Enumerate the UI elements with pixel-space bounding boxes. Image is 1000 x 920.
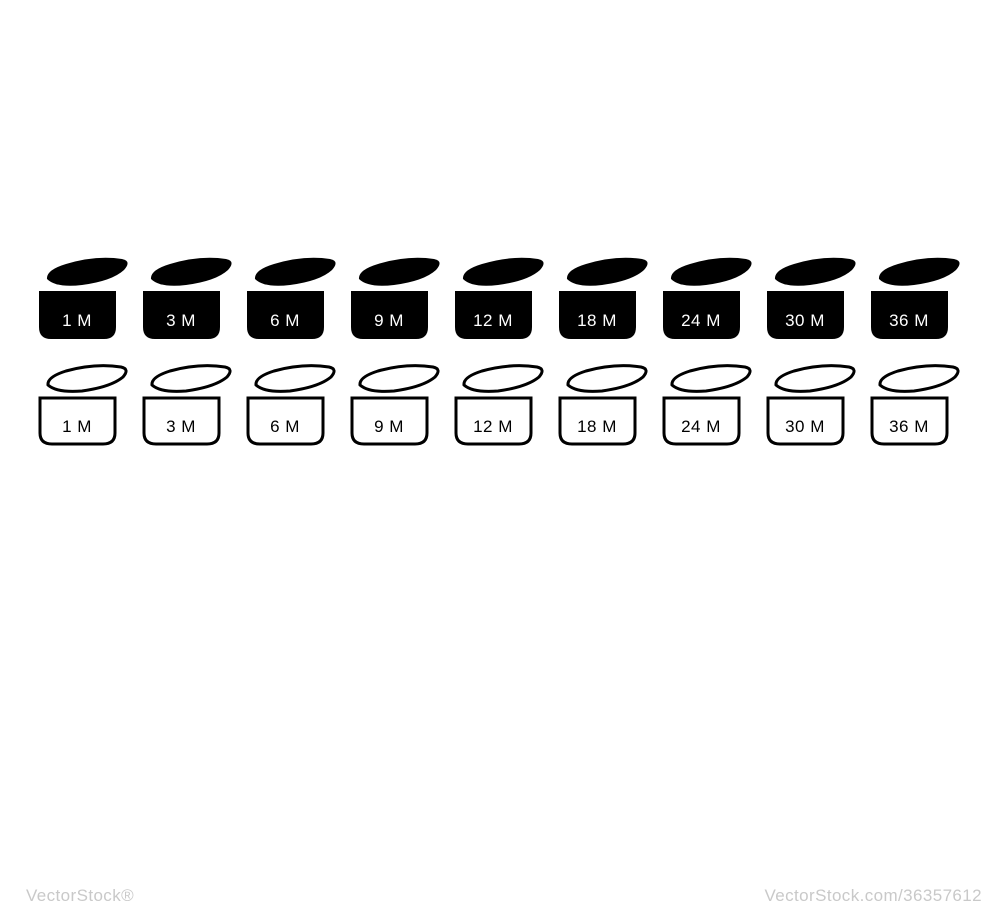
- jar-outline-icon: [558, 361, 650, 451]
- jar-outline-icon: [766, 361, 858, 451]
- pao-icon: 12 M: [454, 255, 546, 345]
- pao-label: 9 M: [350, 417, 428, 437]
- pao-icon: 36 M: [870, 255, 962, 345]
- jar-filled-icon: [38, 255, 130, 345]
- pao-label: 3 M: [142, 311, 220, 331]
- pao-icon: 3 M: [142, 361, 234, 451]
- canvas: 1 M 3 M 6 M 9: [0, 0, 1000, 920]
- jar-filled-icon: [558, 255, 650, 345]
- pao-icon: 12 M: [454, 361, 546, 451]
- pao-icon: 1 M: [38, 255, 130, 345]
- pao-label: 30 M: [766, 311, 844, 331]
- jar-filled-icon: [454, 255, 546, 345]
- pao-label: 24 M: [662, 311, 740, 331]
- jar-outline-icon: [38, 361, 130, 451]
- pao-icon: 6 M: [246, 361, 338, 451]
- pao-icon: 24 M: [662, 255, 754, 345]
- pao-row-outline: 1 M 3 M 6 M 9: [38, 361, 962, 451]
- watermark-brand: VectorStock®: [26, 886, 134, 906]
- pao-label: 1 M: [38, 311, 116, 331]
- watermark-id: VectorStock.com/36357612: [764, 886, 982, 906]
- pao-label: 36 M: [870, 417, 948, 437]
- pao-label: 6 M: [246, 311, 324, 331]
- jar-filled-icon: [350, 255, 442, 345]
- pao-label: 9 M: [350, 311, 428, 331]
- jar-outline-icon: [142, 361, 234, 451]
- jar-filled-icon: [142, 255, 234, 345]
- pao-label: 36 M: [870, 311, 948, 331]
- jar-outline-icon: [870, 361, 962, 451]
- jar-filled-icon: [246, 255, 338, 345]
- pao-icon: 30 M: [766, 255, 858, 345]
- pao-label: 30 M: [766, 417, 844, 437]
- pao-icon: 18 M: [558, 255, 650, 345]
- jar-filled-icon: [870, 255, 962, 345]
- pao-icon: 9 M: [350, 361, 442, 451]
- pao-row-filled: 1 M 3 M 6 M 9: [38, 255, 962, 345]
- pao-icon-grid: 1 M 3 M 6 M 9: [38, 255, 962, 467]
- pao-label: 12 M: [454, 417, 532, 437]
- pao-icon: 36 M: [870, 361, 962, 451]
- pao-icon: 9 M: [350, 255, 442, 345]
- pao-label: 6 M: [246, 417, 324, 437]
- pao-icon: 30 M: [766, 361, 858, 451]
- pao-label: 18 M: [558, 311, 636, 331]
- pao-icon: 24 M: [662, 361, 754, 451]
- pao-label: 1 M: [38, 417, 116, 437]
- pao-icon: 18 M: [558, 361, 650, 451]
- jar-outline-icon: [350, 361, 442, 451]
- jar-filled-icon: [766, 255, 858, 345]
- pao-icon: 1 M: [38, 361, 130, 451]
- pao-label: 24 M: [662, 417, 740, 437]
- jar-outline-icon: [454, 361, 546, 451]
- jar-outline-icon: [662, 361, 754, 451]
- pao-label: 18 M: [558, 417, 636, 437]
- jar-filled-icon: [662, 255, 754, 345]
- pao-label: 3 M: [142, 417, 220, 437]
- pao-label: 12 M: [454, 311, 532, 331]
- jar-outline-icon: [246, 361, 338, 451]
- pao-icon: 6 M: [246, 255, 338, 345]
- pao-icon: 3 M: [142, 255, 234, 345]
